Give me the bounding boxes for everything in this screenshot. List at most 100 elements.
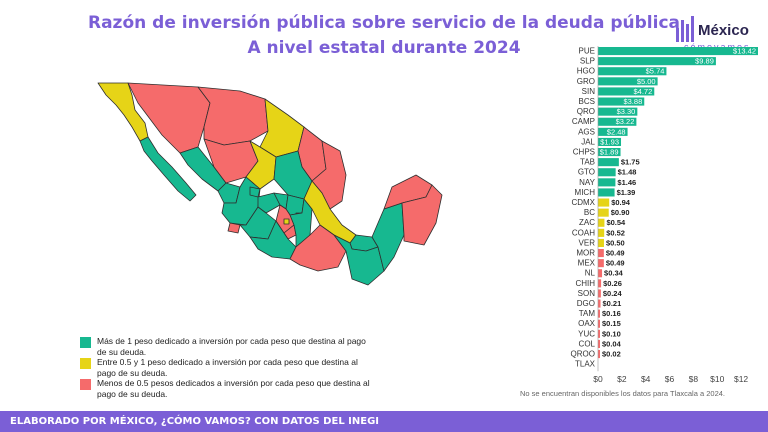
bar-value-label: $0.24 <box>603 289 623 298</box>
bar <box>598 249 604 258</box>
footer-text: ELABORADO POR MÉXICO, ¿CÓMO VAMOS? CON D… <box>10 416 380 427</box>
bar <box>598 168 616 177</box>
category-label: BC <box>584 208 595 217</box>
bar <box>598 117 637 126</box>
bar-value-label: $0.15 <box>602 319 621 328</box>
category-label: PUE <box>579 47 595 56</box>
bar <box>598 208 609 217</box>
bar-value-label: $0.49 <box>606 249 625 258</box>
bar <box>598 137 622 146</box>
legend-text-high: Más de 1 peso dedicado a inversión por c… <box>97 336 366 357</box>
bar-value-label: $1.48 <box>618 168 637 177</box>
bar <box>598 299 601 308</box>
bar-value-label: $0.10 <box>602 329 621 338</box>
bar <box>598 87 655 96</box>
map-state-col <box>227 222 241 234</box>
category-label: HGO <box>577 67 595 76</box>
bar-value-label: $0.94 <box>611 198 631 207</box>
mexico-map <box>97 82 443 286</box>
map-state-ags <box>249 186 261 198</box>
map-state-gto <box>257 192 281 214</box>
category-label: ZAC <box>579 218 595 227</box>
bar-value-label: $0.90 <box>611 208 630 217</box>
bar <box>598 97 645 106</box>
category-label: VER <box>579 238 596 247</box>
bar <box>598 228 605 237</box>
logo-word: México <box>698 22 749 39</box>
category-label: TLAX <box>575 360 596 369</box>
bar-value-label: $5.00 <box>637 77 656 86</box>
bar <box>598 67 667 76</box>
category-label: MOR <box>576 249 595 258</box>
bar-value-label: $0.52 <box>606 228 625 237</box>
bar <box>598 47 758 56</box>
bar-value-label: $1.75 <box>621 158 640 167</box>
data-note: No se encuentran disponibles los datos p… <box>520 389 725 398</box>
map-state-chih <box>197 86 269 146</box>
bar-value-label: $0.04 <box>602 339 622 348</box>
category-label: QRO <box>577 107 595 116</box>
category-label: COAH <box>572 228 595 237</box>
map-state-qroo <box>401 184 443 246</box>
x-tick-label: $6 <box>665 374 675 384</box>
bar <box>598 127 628 136</box>
category-label: AGS <box>578 127 595 136</box>
category-label: SON <box>578 289 596 298</box>
bar-value-label: $0.34 <box>604 269 624 278</box>
bar-value-label: $9.89 <box>695 57 714 66</box>
map-state-hgo <box>285 194 305 216</box>
bar <box>598 319 600 328</box>
chart-title: Razón de inversión pública sobre servici… <box>88 13 680 33</box>
legend-swatch-low <box>80 379 91 390</box>
bar-value-label: $4.72 <box>633 87 652 96</box>
x-tick-label: $10 <box>710 374 724 384</box>
category-label: TAM <box>579 309 596 318</box>
x-tick-label: $0 <box>593 374 603 384</box>
category-label: COL <box>579 339 596 348</box>
legend-swatch-high <box>80 337 91 348</box>
category-label: YUC <box>578 329 595 338</box>
bar-value-label: $3.22 <box>616 117 635 126</box>
bar <box>598 218 605 227</box>
bar-value-label: $3.30 <box>617 107 636 116</box>
category-label: CDMX <box>571 198 595 207</box>
bar-value-label: $0.50 <box>606 238 625 247</box>
map-state-oax <box>289 224 347 272</box>
bar-value-label: $13.42 <box>733 47 756 56</box>
chart-subtitle: A nivel estatal durante 2024 <box>247 38 521 58</box>
bar <box>598 289 601 298</box>
category-label: QROO <box>571 350 595 359</box>
bar-value-label: $3.88 <box>623 97 642 106</box>
bar-value-label: $0.16 <box>602 309 621 318</box>
bar <box>598 198 610 207</box>
legend-text-mid: Entre 0.5 y 1 peso dedicado a inversión … <box>97 357 358 378</box>
category-label: DGO <box>577 299 595 308</box>
bar <box>598 148 621 157</box>
map-state-bcs <box>139 136 197 202</box>
bar-value-label: $1.39 <box>617 188 636 197</box>
bar <box>598 107 638 116</box>
category-label: SLP <box>580 57 595 66</box>
bar <box>598 188 615 197</box>
bar-value-label: $0.21 <box>603 299 622 308</box>
bar <box>598 178 616 187</box>
bar-value-label: $2.48 <box>607 127 626 136</box>
bar-value-label: $0.02 <box>602 350 621 359</box>
map-state-cdmx <box>283 218 290 225</box>
legend-swatch-mid <box>80 358 91 369</box>
bar <box>598 269 603 278</box>
bar <box>598 329 600 338</box>
category-label: GRO <box>577 77 595 86</box>
bar-value-label: $0.26 <box>603 279 622 288</box>
map-state-zac <box>245 140 277 190</box>
bar <box>598 57 716 66</box>
category-label: MICH <box>575 188 596 197</box>
x-tick-label: $2 <box>617 374 627 384</box>
bar <box>598 77 658 86</box>
category-label: CHIH <box>575 279 595 288</box>
category-label: NL <box>585 269 596 278</box>
x-tick-label: $12 <box>734 374 748 384</box>
category-label: CHPS <box>573 148 595 157</box>
bar-value-label: $1.46 <box>617 178 636 187</box>
bar-value-label: $0.49 <box>606 259 625 268</box>
